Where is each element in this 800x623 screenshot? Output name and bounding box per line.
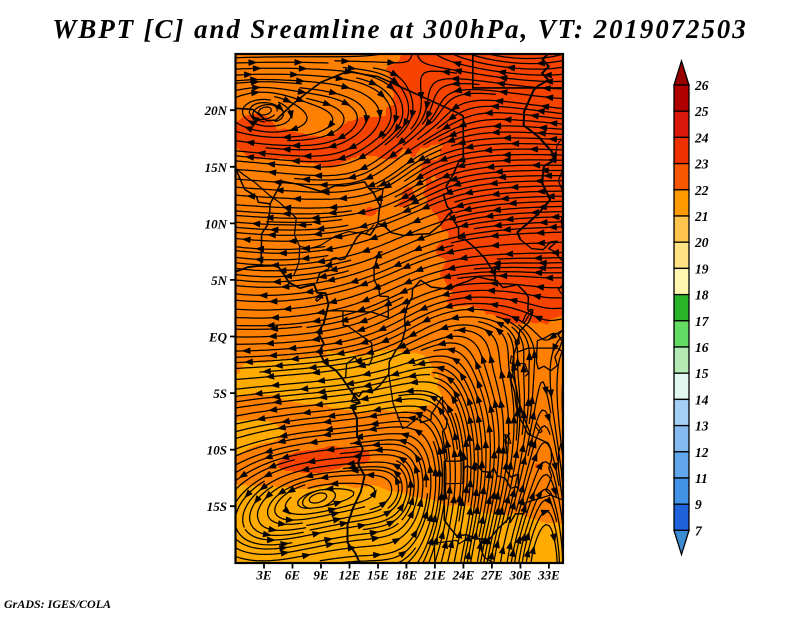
svg-text:20: 20 — [694, 235, 709, 250]
svg-text:7: 7 — [695, 523, 703, 538]
svg-text:17: 17 — [695, 314, 710, 329]
svg-text:21E: 21E — [423, 568, 446, 583]
svg-text:21: 21 — [694, 209, 709, 224]
svg-text:12: 12 — [695, 445, 709, 460]
svg-text:15N: 15N — [205, 160, 228, 175]
svg-text:10N: 10N — [205, 216, 228, 231]
svg-text:12E: 12E — [339, 568, 361, 583]
svg-text:30E: 30E — [509, 568, 532, 583]
svg-text:26: 26 — [694, 78, 709, 93]
svg-text:22: 22 — [694, 183, 709, 198]
svg-text:19: 19 — [695, 261, 709, 276]
svg-text:3E: 3E — [255, 568, 272, 583]
svg-text:27E: 27E — [480, 568, 503, 583]
svg-text:11: 11 — [695, 471, 708, 486]
svg-text:6E: 6E — [285, 568, 301, 583]
svg-text:24: 24 — [694, 130, 709, 145]
svg-text:5N: 5N — [211, 273, 228, 288]
svg-text:13: 13 — [695, 419, 709, 434]
svg-text:25: 25 — [694, 104, 709, 119]
svg-text:14: 14 — [695, 392, 709, 407]
svg-text:9: 9 — [695, 497, 702, 512]
svg-text:33E: 33E — [537, 568, 560, 583]
svg-text:10S: 10S — [207, 443, 227, 458]
svg-text:EQ: EQ — [208, 330, 228, 345]
svg-text:18: 18 — [695, 288, 709, 303]
svg-text:24E: 24E — [452, 568, 475, 583]
svg-text:20N: 20N — [204, 103, 228, 118]
svg-text:15S: 15S — [207, 499, 227, 514]
svg-text:5S: 5S — [213, 386, 227, 401]
svg-text:18E: 18E — [396, 568, 418, 583]
svg-text:9E: 9E — [313, 568, 329, 583]
svg-text:23: 23 — [694, 157, 709, 172]
svg-text:16: 16 — [695, 340, 709, 355]
svg-text:15: 15 — [695, 366, 709, 381]
svg-text:15E: 15E — [367, 568, 389, 583]
